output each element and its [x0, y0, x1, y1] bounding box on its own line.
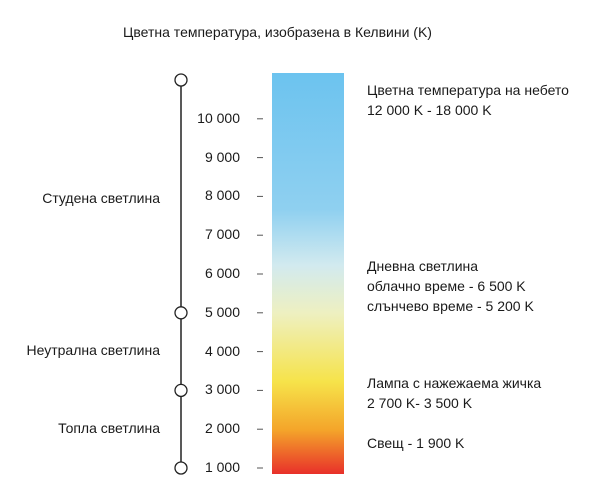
tick-label: 8 000	[204, 187, 240, 204]
annotation-daylight-line1: Дневна светлина	[367, 258, 479, 274]
annotation-incandescent: Лампа с нажежаема жичка 2 700 K- 3 500 K	[367, 373, 541, 413]
annotation-daylight-line2: облачно време - 6 500 K	[367, 278, 526, 294]
zone-boundary-marker	[174, 383, 188, 398]
annotation-sky-line2: 12 000 K - 18 000 K	[367, 102, 492, 118]
annotation-incandescent-line1: Лампа с нажежаема жичка	[367, 375, 542, 391]
tick-label: 6 000	[204, 265, 240, 281]
tick-label: 7 000	[204, 226, 240, 243]
annotation-sky-line1: Цветна температура на небето	[367, 82, 569, 98]
annotation-daylight-line3: слънчево време - 5 200 K	[367, 298, 534, 314]
zone-boundary-marker	[174, 306, 188, 320]
zone-label-cold: Студена светлина	[42, 190, 160, 206]
zone-boundary-marker	[174, 461, 188, 475]
tick-label: 1 000	[204, 459, 240, 475]
zone-boundary-marker	[174, 73, 188, 87]
tick-label: 2 000	[204, 420, 240, 437]
annotation-candle: Свещ - 1 900 K	[367, 433, 464, 453]
tick-label: 9 000	[204, 148, 240, 165]
zone-label-neutral: Неутрална светлина	[26, 342, 160, 358]
tick-label: 3 000	[204, 381, 240, 398]
annotation-candle-line1: Свещ - 1 900 K	[367, 435, 465, 451]
tick-label: 10 000	[197, 109, 240, 126]
diagram-title: Цветна температура, изобразена в Келвини…	[123, 24, 432, 40]
annotation-daylight: Дневна светлина облачно време - 6 500 K …	[367, 256, 534, 316]
tick-label: 4 000	[204, 342, 240, 359]
annotation-incandescent-line2: 2 700 K- 3 500 K	[367, 395, 473, 411]
tick-label: 5 000	[204, 303, 240, 320]
temperature-gradient-bar	[272, 73, 344, 474]
annotation-sky: Цветна температура на небето 12 000 K - …	[367, 80, 569, 120]
zone-label-warm: Топла светлина	[58, 420, 160, 436]
